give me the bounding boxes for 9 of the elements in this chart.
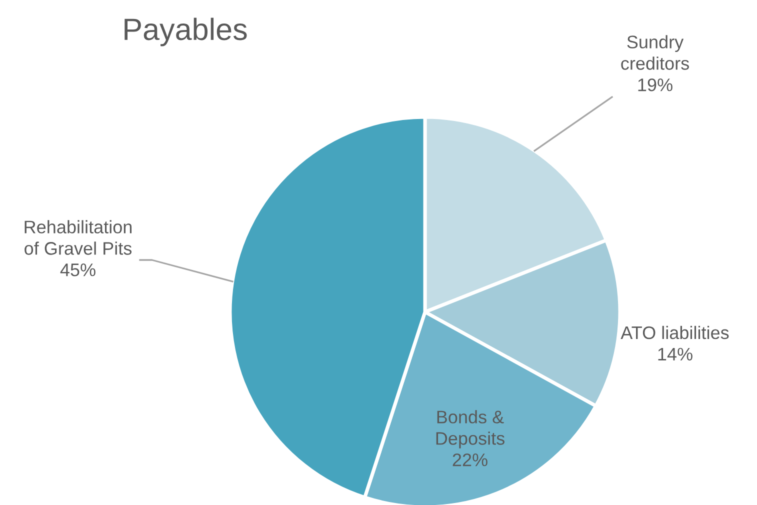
data-label: 45% <box>60 264 96 276</box>
slice-label: Sundry creditors <box>621 35 689 70</box>
data-label: 19% <box>638 78 672 92</box>
data-label: 14% <box>658 348 692 360</box>
slice-label: Bonds & Deposits <box>436 410 504 448</box>
slice-label: ATO liabilities <box>620 326 729 340</box>
data-label: 22% <box>452 453 488 466</box>
slice-label: Rehabilitation of Gravel Pits <box>24 220 132 255</box>
chart-title: Payables <box>124 18 247 46</box>
